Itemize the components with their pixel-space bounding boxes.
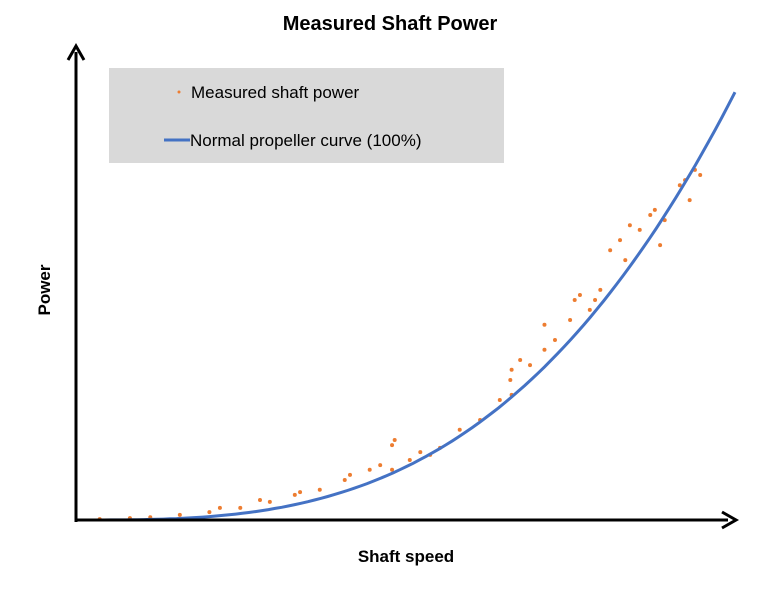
y-axis-arrow-icon bbox=[66, 42, 86, 61]
x-axis bbox=[76, 510, 740, 530]
data-point bbox=[238, 505, 243, 510]
data-point bbox=[593, 298, 598, 303]
data-point bbox=[317, 487, 322, 492]
data-point bbox=[508, 378, 513, 383]
data-point bbox=[568, 318, 573, 323]
data-point bbox=[608, 248, 613, 253]
x-axis-label: Shaft speed bbox=[358, 547, 454, 566]
data-point bbox=[623, 258, 628, 263]
legend-marker-scatter bbox=[177, 90, 181, 94]
data-point bbox=[407, 458, 412, 463]
data-point bbox=[497, 398, 502, 403]
y-axis-label: Power bbox=[35, 264, 54, 315]
data-point bbox=[342, 478, 347, 483]
data-point bbox=[257, 498, 262, 503]
data-point bbox=[572, 298, 577, 303]
data-point bbox=[542, 347, 547, 352]
data-point bbox=[390, 443, 395, 448]
data-point bbox=[177, 512, 182, 517]
data-point bbox=[618, 238, 623, 243]
data-point bbox=[658, 243, 663, 248]
data-point bbox=[542, 322, 547, 327]
propeller-curve-line bbox=[78, 91, 737, 522]
y-axis bbox=[66, 42, 86, 522]
data-point bbox=[648, 212, 653, 217]
data-point bbox=[378, 463, 383, 468]
data-point bbox=[528, 363, 533, 368]
data-point bbox=[698, 172, 703, 177]
data-point bbox=[347, 472, 352, 477]
legend-label-curve: Normal propeller curve (100%) bbox=[190, 131, 421, 150]
legend-label-measured: Measured shaft power bbox=[191, 83, 360, 102]
chart-title: Measured Shaft Power bbox=[283, 13, 498, 35]
data-point bbox=[292, 492, 297, 497]
data-point bbox=[552, 338, 557, 343]
data-point bbox=[392, 438, 397, 443]
data-point bbox=[587, 307, 592, 312]
data-point bbox=[598, 287, 603, 292]
data-point bbox=[627, 223, 632, 228]
x-axis-arrow-icon bbox=[721, 510, 740, 530]
data-point bbox=[577, 292, 582, 297]
data-point bbox=[418, 450, 423, 455]
data-point bbox=[267, 499, 272, 504]
data-point bbox=[390, 467, 395, 472]
data-point bbox=[207, 510, 212, 515]
data-point bbox=[637, 227, 642, 232]
data-point bbox=[298, 490, 303, 495]
data-point bbox=[677, 183, 682, 188]
data-point bbox=[652, 207, 657, 212]
data-point bbox=[217, 505, 222, 510]
data-point bbox=[509, 367, 514, 372]
data-point bbox=[518, 358, 523, 363]
data-point bbox=[457, 427, 462, 432]
legend: Measured shaft power Normal propeller cu… bbox=[109, 68, 504, 163]
data-point bbox=[687, 198, 692, 203]
data-point bbox=[367, 467, 372, 472]
